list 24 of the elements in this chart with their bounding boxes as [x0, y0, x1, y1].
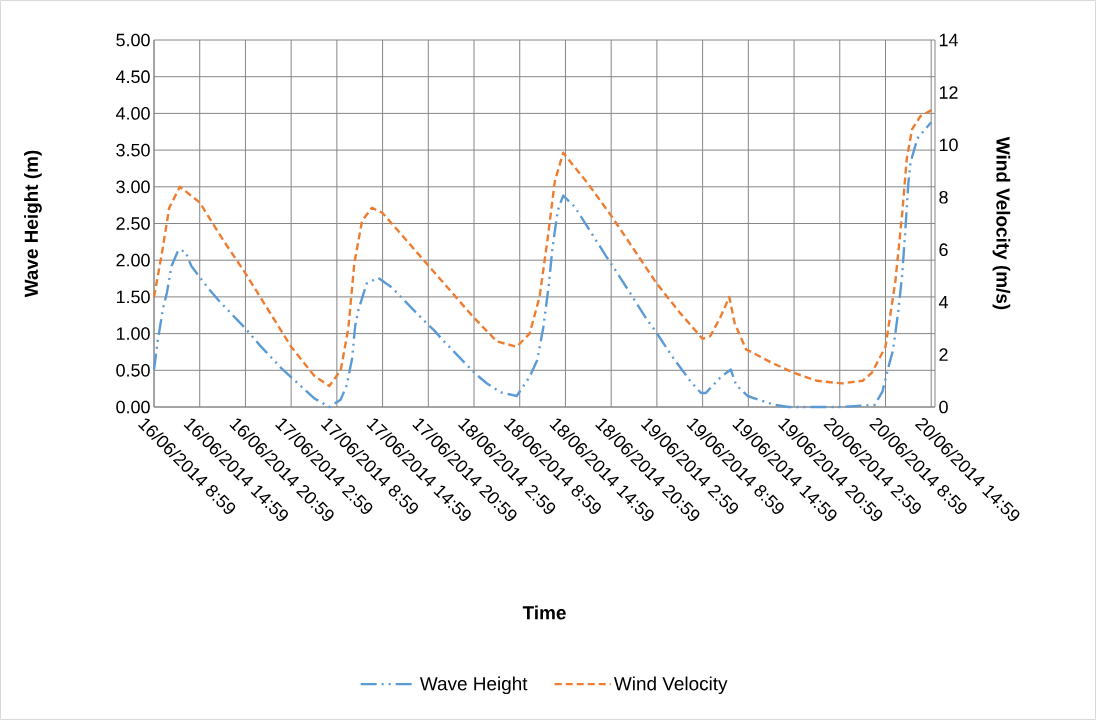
legend-label: Wave Height [419, 676, 528, 695]
y2-tick-label: 14 [939, 33, 958, 47]
x-axis-title: Time [522, 605, 566, 620]
y-tick-label: 2.00 [116, 253, 150, 267]
y2-axis-title: Wind Velocity (m/s) [992, 136, 1011, 310]
legend-label: Wind Velocity [613, 676, 728, 695]
y-tick-label: 3.50 [116, 143, 150, 157]
y-axis-title: Wave Height (m) [24, 150, 42, 298]
y2-tick-label: 2 [939, 348, 948, 361]
y-tick-label: 0.00 [116, 400, 150, 414]
y2-tick-label: 6 [939, 243, 948, 257]
y2-tick-label: 8 [939, 190, 948, 204]
y-tick-label: 4.50 [115, 70, 150, 84]
y-tick-label: 5.00 [116, 33, 150, 47]
y-tick-label: 0.50 [116, 363, 150, 377]
y-tick-label: 2.50 [116, 217, 150, 230]
y2-tick-label: 12 [939, 86, 958, 99]
y2-tick-label: 0 [939, 400, 948, 414]
y2-tick-label: 10 [939, 138, 958, 152]
y2-tick-label: 4 [938, 295, 948, 309]
y-tick-label: 1.50 [116, 290, 150, 304]
y-tick-label: 1.00 [116, 327, 150, 340]
y-tick-label: 4.00 [115, 107, 150, 120]
y-tick-label: 3.00 [116, 180, 150, 194]
